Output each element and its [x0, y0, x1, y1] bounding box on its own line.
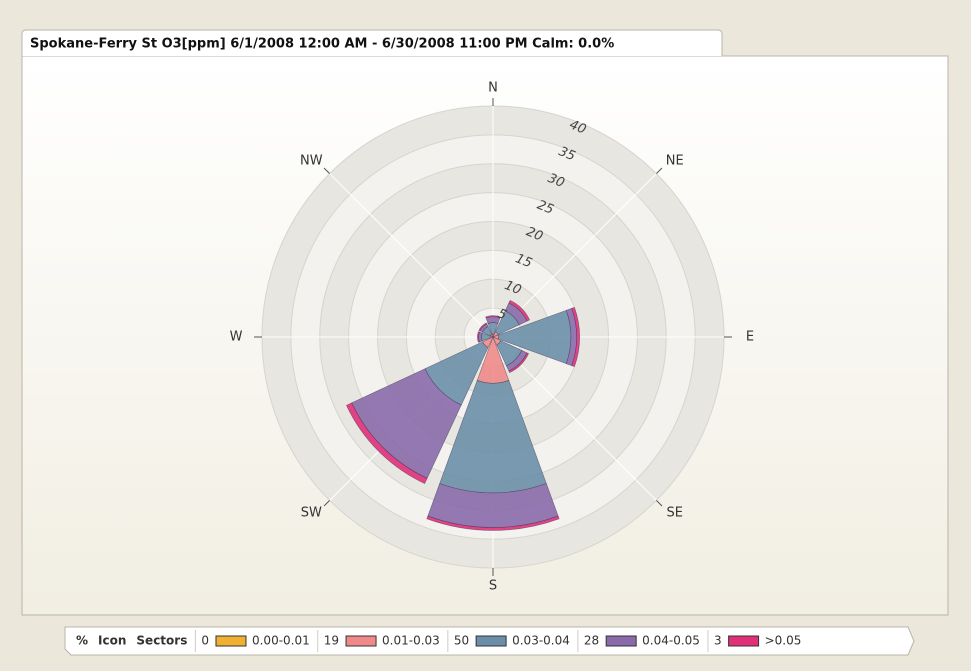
- sector: [571, 306, 580, 368]
- title-tab: [21, 29, 723, 56]
- legend-percent: 28: [584, 634, 599, 648]
- r-tick-label: 10: [502, 278, 523, 298]
- legend-label: 0.04-0.05: [642, 634, 700, 648]
- legend-label: 0.01-0.03: [382, 634, 440, 648]
- legend-label: 0.00-0.01: [252, 634, 310, 648]
- direction-label: E: [746, 330, 754, 345]
- legend-swatch: [475, 635, 507, 647]
- direction-tick: [323, 167, 331, 175]
- r-tick-label: 15: [513, 251, 534, 271]
- legend-swatch: [345, 635, 377, 647]
- direction-tick: [323, 499, 331, 507]
- sector: [478, 322, 488, 332]
- sector: [426, 515, 560, 531]
- sector: [477, 331, 480, 343]
- r-tick-label: 20: [524, 224, 545, 244]
- legend-percent: 3: [714, 634, 722, 648]
- sector: [485, 315, 501, 319]
- direction-label: NE: [666, 153, 684, 168]
- legend-header: %: [76, 634, 88, 648]
- r-tick-label: 30: [546, 171, 567, 191]
- direction-tick: [655, 167, 663, 175]
- legend: % Icon Sectors 0 0.00-0.01 19 0.01-0.03 50 0.03-…: [76, 630, 801, 652]
- chart-title: Spokane-Ferry St O3[ppm] 6/1/2008 12:00 …: [30, 37, 614, 52]
- direction-label: SW: [301, 506, 322, 521]
- spoke: [329, 173, 494, 338]
- legend-swatch: [728, 635, 760, 647]
- r-tick-label: 40: [567, 117, 588, 137]
- sector: [346, 402, 428, 484]
- direction-tick: [655, 499, 663, 507]
- legend-header: Icon: [98, 634, 126, 648]
- r-tick-label: 25: [535, 198, 556, 218]
- legend-percent: 50: [454, 634, 469, 648]
- direction-label: W: [230, 330, 243, 345]
- legend-label: >0.05: [765, 634, 802, 648]
- direction-label: S: [489, 579, 497, 594]
- direction-label: SE: [666, 506, 682, 521]
- legend-percent: 0: [201, 634, 209, 648]
- legend-label: 0.03-0.04: [512, 634, 570, 648]
- legend-swatch: [215, 635, 247, 647]
- sector: [508, 299, 531, 322]
- legend-header: Sectors: [136, 634, 187, 648]
- r-tick-label: 35: [556, 144, 577, 164]
- legend-swatch: [605, 635, 637, 647]
- direction-label: N: [488, 81, 498, 96]
- direction-label: NW: [300, 153, 323, 168]
- sector: [508, 352, 529, 373]
- legend-percent: 19: [324, 634, 339, 648]
